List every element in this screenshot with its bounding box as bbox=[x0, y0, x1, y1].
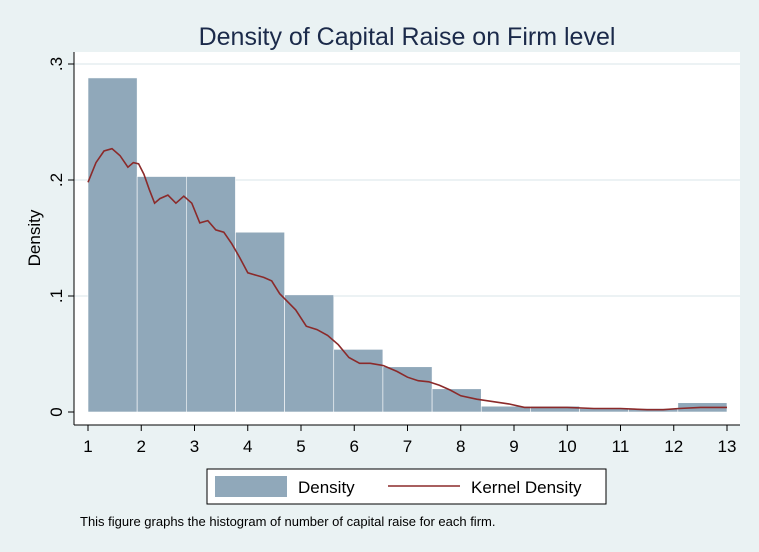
y-axis-label: Density bbox=[25, 209, 44, 266]
x-tick-label-5: 5 bbox=[296, 437, 305, 456]
figure-note: This figure graphs the histogram of numb… bbox=[80, 514, 495, 529]
x-tick-label-1: 1 bbox=[83, 437, 92, 456]
y-tick-label-1: .1 bbox=[47, 289, 66, 303]
x-tick-label-9: 9 bbox=[509, 437, 518, 456]
x-axis-ticks: 1 2 3 4 5 6 7 8 9 10 11 12 13 bbox=[83, 425, 736, 456]
histogram-bar-4 bbox=[235, 231, 285, 413]
chart-title: Density of Capital Raise on Firm level bbox=[199, 23, 616, 51]
kernel-density-line bbox=[87, 147, 727, 411]
histogram-bar-5 bbox=[284, 294, 335, 413]
x-tick-label-11: 11 bbox=[612, 437, 630, 456]
histogram-bar-7 bbox=[382, 366, 433, 413]
x-tick-label-12: 12 bbox=[664, 437, 683, 456]
histogram-bar-2 bbox=[136, 176, 187, 413]
x-tick-label-10: 10 bbox=[558, 437, 577, 456]
y-axis-ticks: 0 .1 .2 .3 bbox=[47, 57, 74, 417]
x-tick-label-2: 2 bbox=[137, 437, 146, 456]
x-tick-label-4: 4 bbox=[243, 437, 252, 456]
y-tick-label-0: 0 bbox=[47, 407, 66, 416]
x-tick-label-7: 7 bbox=[403, 437, 412, 456]
legend: Density Kernel Density bbox=[206, 468, 607, 505]
histogram-bar-6 bbox=[333, 349, 384, 413]
x-tick-label-6: 6 bbox=[350, 437, 359, 456]
histogram-bar-1 bbox=[87, 77, 138, 413]
x-tick-label-3: 3 bbox=[190, 437, 199, 456]
y-tick-label-3: .3 bbox=[47, 57, 66, 71]
legend-density-label: Density bbox=[298, 478, 355, 497]
x-tick-label-13: 13 bbox=[718, 437, 737, 456]
y-tick-label-2: .2 bbox=[47, 173, 66, 187]
histogram-bar-8 bbox=[431, 388, 482, 413]
legend-density-swatch bbox=[215, 476, 287, 497]
histogram-bars bbox=[87, 77, 728, 413]
x-tick-label-8: 8 bbox=[456, 437, 465, 456]
histogram-bar-3 bbox=[185, 176, 236, 413]
legend-kde-label: Kernel Density bbox=[471, 478, 582, 497]
